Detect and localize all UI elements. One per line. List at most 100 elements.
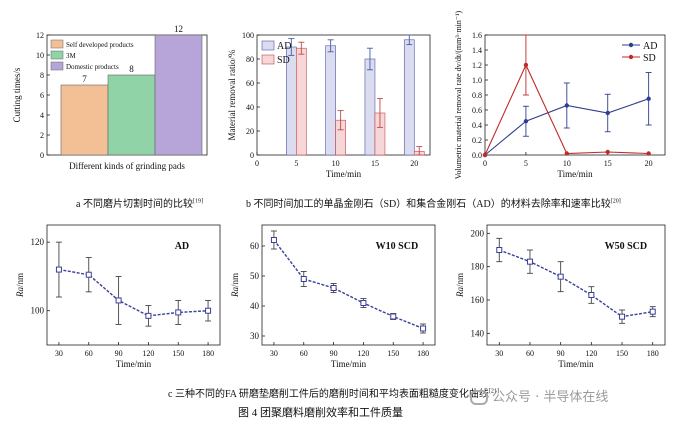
- chart-b1-xtick-label: 5: [294, 159, 298, 168]
- chart-a-legend-label: Domestic products: [66, 63, 119, 71]
- chart-b2-point-AD: [523, 119, 529, 124]
- chart-b2-legend-marker: [628, 42, 634, 48]
- chart-b1-legend-swatch: [261, 40, 275, 51]
- chart-b1-xtick-label: 10: [332, 159, 340, 168]
- caption-b: b 不同时间加工的单晶金刚石（SD）和集合金刚石（AD）的材料去除率和速率比较[…: [246, 198, 621, 210]
- chart-c3-xtick-label: 150: [616, 349, 628, 358]
- chat-bubble-icon: [470, 390, 488, 405]
- chart-c3-ytick-label: 200: [471, 228, 485, 238]
- chart-c3-point: [619, 313, 626, 320]
- chart-a-ytick-label: 8: [40, 71, 44, 80]
- chart-b2-legend-label: SD: [643, 53, 656, 64]
- chart-c1-ylabel-unit: /nm: [15, 273, 25, 287]
- chart-c1-point: [205, 307, 212, 314]
- chart-c1-xtick-label: 90: [115, 349, 123, 358]
- chart-b1-ytick-label: 100: [242, 31, 254, 40]
- chart-c1-ylabel: Ra/nm: [15, 273, 25, 298]
- chart-b2-legend-marker: [628, 54, 634, 60]
- chart-c2-annotation: W10 SCD: [376, 241, 419, 252]
- chart-a-data-label: 12: [174, 24, 183, 34]
- chart-a-ytick-label: 4: [40, 111, 44, 120]
- chart-c1-point: [175, 309, 182, 316]
- chart-c2-ylabel: Ra/nm: [230, 273, 240, 298]
- chart-c2-xtick-label: 90: [330, 349, 338, 358]
- chart-c3-xtick-label: 180: [647, 349, 659, 358]
- chart-c1-point: [145, 312, 152, 319]
- chart-b1-bar-SD: [296, 47, 307, 156]
- chart-b1-ylabel: Material removal ratio/%: [227, 49, 237, 140]
- chart-c2-ytick-label: 50: [250, 271, 260, 281]
- chart-c2-line: [273, 239, 424, 330]
- chart-a-xlabel: Different kinds of grinding pads: [69, 161, 185, 171]
- chart-c2-ytick-label: 60: [250, 241, 260, 251]
- chart-c3-xtick-label: 120: [585, 349, 597, 358]
- chart-b1-xtick-label: 0: [255, 159, 259, 168]
- chart-b1-legend-label: AD: [277, 41, 291, 52]
- chart-c3-point: [557, 273, 564, 280]
- chart-a-ylabel: Cutting times/s: [12, 67, 22, 122]
- chart-a-ytick-label: 2: [40, 131, 44, 140]
- chart-c2-point: [420, 325, 427, 332]
- chart-a-data-label: 7: [82, 74, 87, 84]
- chart-c1-xtick-label: 60: [85, 349, 93, 358]
- chart-b1-legend-swatch: [261, 54, 275, 65]
- chart-c3-point: [496, 247, 503, 253]
- chart-b2-ytick-label: 0.8: [472, 91, 482, 100]
- chart-c2-point: [360, 300, 367, 306]
- chart-c1-ad-roughness: 100 120 30 60 90 120 150 180 AD Ra/nm Time/min: [15, 224, 221, 369]
- chart-b1-bar-AD: [325, 45, 336, 156]
- chart-c1-point: [55, 266, 62, 273]
- chart-a-legend-label: Self developed products: [66, 41, 134, 49]
- chart-b2-point-SD: [564, 151, 570, 156]
- chart-b1-ytick-label: 20: [246, 127, 254, 136]
- figure-caption: 图 4 团聚磨料磨削效率和工件质量: [238, 407, 403, 419]
- chart-b2-point-AD: [605, 110, 610, 116]
- chart-c1-xtick-label: 120: [142, 349, 154, 358]
- chart-b2-ytick-label: 1.6: [472, 31, 482, 40]
- chart-a-ytick-label: 10: [36, 51, 44, 60]
- chart-c2-xtick-label: 120: [357, 349, 369, 358]
- chart-c1-xlabel: Time/min: [116, 359, 152, 369]
- chart-b2-point-SD: [646, 151, 651, 156]
- chart-c3-frame: [486, 224, 666, 346]
- chart-c3-ylabel-italic: Ra: [455, 287, 465, 298]
- chart-c2-frame: [261, 224, 436, 346]
- chart-a-bar: [107, 74, 156, 156]
- chart-c1-ytick-label: 120: [31, 237, 45, 247]
- chart-c3-point: [649, 308, 656, 315]
- chart-b1-material-removal-ratio: 0 20 40 60 80 100 0 5 10 15 20 AD SD Material removal…: [227, 31, 431, 179]
- chart-c1-xtick-label: 180: [202, 349, 214, 358]
- chart-c2-xlabel: Time/min: [331, 359, 367, 369]
- chart-c2-xtick-label: 150: [387, 349, 399, 358]
- chart-c2-xtick-label: 30: [270, 349, 278, 358]
- chart-b2-ytick-label: 1.2: [472, 61, 482, 70]
- chart-b2-point-AD: [564, 103, 570, 108]
- chart-c3-xtick-label: 30: [495, 349, 503, 358]
- caption-c: c 三种不同的FA 研磨垫磨削工件后的磨削时间和平均表面粗糙度变化曲线[21]: [168, 388, 499, 400]
- chart-b2-ytick-label: 0.0: [472, 151, 482, 160]
- chart-a-legend-swatch: [50, 50, 64, 60]
- chart-c3-ylabel: Ra/nm: [455, 273, 465, 298]
- chart-b2-point-SD: [523, 62, 529, 68]
- chart-a-data-label: 8: [129, 64, 134, 74]
- chart-b1-xlabel: Time/min: [326, 169, 362, 179]
- chart-b1-xtick-label: 15: [371, 159, 379, 168]
- chart-c2-ylabel-unit: /nm: [230, 273, 240, 287]
- chart-b1-ytick-label: 40: [246, 103, 254, 112]
- chart-b2-point-AD: [646, 96, 651, 101]
- chart-a-legend-swatch: [50, 61, 64, 71]
- chart-c2-ylabel-italic: Ra: [230, 287, 240, 298]
- chart-a-legend-swatch: [50, 39, 64, 49]
- chart-c2-point: [330, 285, 337, 291]
- chart-c3-ytick-label: 180: [471, 262, 485, 272]
- chart-b2-xtick-label: 20: [645, 159, 653, 168]
- chart-c2-ytick-label: 40: [250, 301, 260, 311]
- chart-b2-xtick-label: 15: [604, 159, 612, 168]
- chart-c3-line: [499, 249, 653, 318]
- chart-b1-xtick-label: 20: [410, 159, 418, 168]
- chart-c2-w10-roughness: 30 40 50 60 30 60 90 120 150 180 W10 SCD Ra/nm Time/…: [230, 224, 436, 369]
- chart-a-ytick-label: 0: [40, 151, 44, 160]
- chart-b2-point-SD: [482, 152, 488, 158]
- chart-c3-point: [526, 258, 533, 265]
